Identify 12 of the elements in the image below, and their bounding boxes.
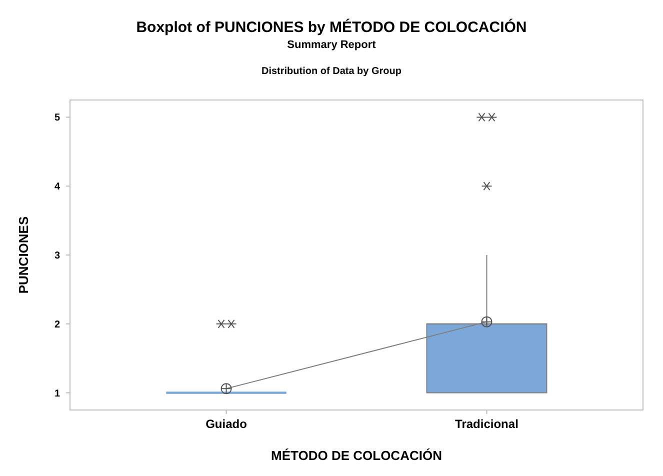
y-tick-label: 5 — [54, 112, 60, 124]
y-axis-title: PUNCIONES — [16, 216, 31, 294]
text: Distribution of Data by Group — [262, 66, 402, 77]
x-axis-title: MÉTODO DE COLOCACIÓN — [271, 448, 442, 463]
chart-subtitle: Summary Report — [287, 39, 376, 51]
y-tick-label: 3 — [54, 250, 60, 262]
y-tick-label: 1 — [54, 388, 60, 400]
x-tick-label: Guiado — [206, 417, 247, 431]
y-tick-label: 4 — [54, 182, 60, 193]
chart-title: Boxplot of PUNCIONES by MÉTODO DE COLOCACIÓN — [136, 18, 527, 36]
y-tick-label: 2 — [54, 319, 60, 330]
x-tick-label: Tradicional — [455, 417, 518, 431]
